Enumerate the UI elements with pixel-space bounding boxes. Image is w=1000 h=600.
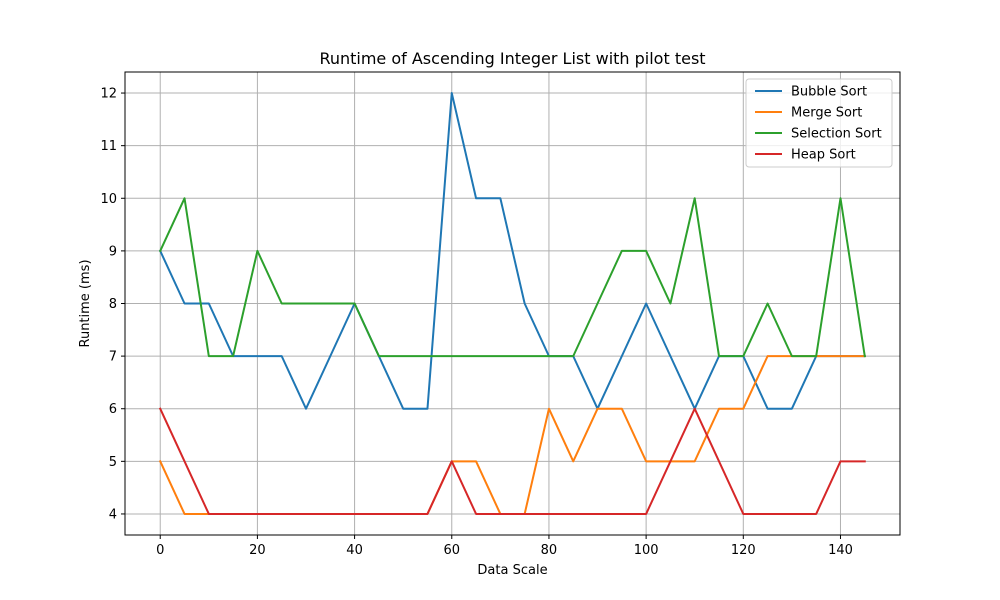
y-tick-label: 6	[109, 402, 117, 417]
legend-label-bubble-sort: Bubble Sort	[791, 85, 867, 100]
x-tick-label: 0	[156, 543, 164, 558]
legend-label-selection-sort: Selection Sort	[791, 127, 882, 142]
legend-box	[745, 78, 893, 168]
legend-label-merge-sort: Merge Sort	[791, 106, 862, 121]
legend-label-heap-sort: Heap Sort	[791, 148, 856, 163]
axis-ticks: 0 20 40 60 80 100 120 140 4 5 6 7 8 9 10 11 12	[100, 87, 852, 558]
y-axis-title: Runtime (ms)	[78, 259, 93, 347]
series-lines	[158, 92, 866, 515]
y-tick-label: 8	[109, 297, 117, 312]
x-axis-title: Data Scale	[477, 563, 547, 578]
x-tick-label: 140	[828, 543, 853, 558]
chart-title: Runtime of Ascending Integer List with p…	[319, 49, 705, 68]
legend: Bubble Sort Merge Sort Selection Sort Heap …	[745, 78, 893, 168]
bubble-sort-line	[158, 92, 866, 410]
x-tick-label: 60	[443, 543, 460, 558]
y-tick-label: 5	[109, 455, 117, 470]
y-tick-label: 10	[100, 192, 117, 207]
x-tick-label: 120	[731, 543, 756, 558]
y-tick-label: 12	[100, 87, 117, 102]
x-tick-label: 20	[249, 543, 266, 558]
selection-sort-line	[158, 197, 866, 358]
x-tick-label: 100	[634, 543, 659, 558]
y-tick-label: 4	[109, 507, 117, 522]
y-tick-label: 9	[109, 244, 117, 259]
y-tick-label: 7	[109, 350, 117, 365]
x-tick-label: 40	[346, 543, 363, 558]
y-tick-label: 11	[100, 139, 117, 154]
x-tick-label: 80	[541, 543, 558, 558]
heap-sort-line	[158, 407, 866, 515]
